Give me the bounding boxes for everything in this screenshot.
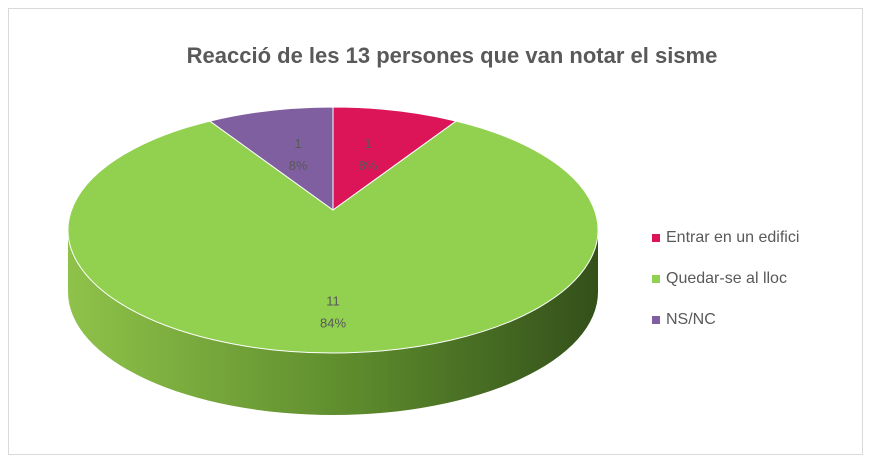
data-label: 1: [295, 136, 302, 151]
percent-label: 8%: [358, 158, 377, 173]
legend-label: Entrar en un edifici: [666, 229, 799, 246]
legend-label: Quedar-se al lloc: [666, 270, 787, 287]
legend-label: NS/NC: [666, 311, 716, 328]
legend-swatch: [652, 316, 660, 324]
data-label: 1: [364, 136, 371, 151]
percent-label: 84%: [320, 315, 346, 330]
pie-slice: [208, 106, 334, 211]
percent-label: 8%: [289, 158, 308, 173]
chart-title: Reacció de les 13 persones que van notar…: [187, 43, 718, 68]
pie-side: [68, 230, 598, 415]
pie-slice: [67, 120, 599, 354]
legend-swatch: [652, 234, 660, 242]
pie-slice: [332, 106, 458, 211]
legend-swatch: [652, 275, 660, 283]
data-label: 11: [326, 293, 340, 308]
